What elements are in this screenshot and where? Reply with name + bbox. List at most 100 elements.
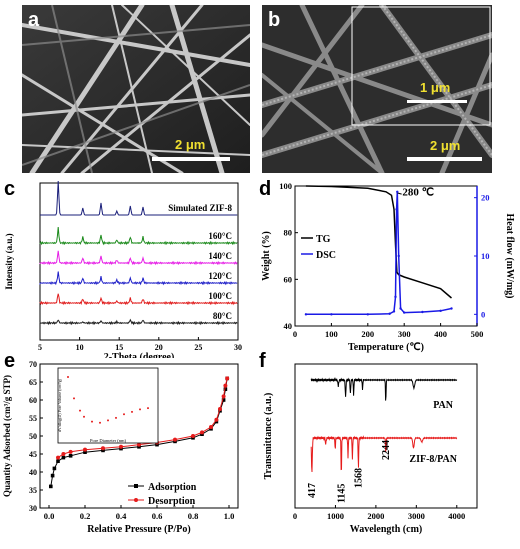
x-tick-label: 0.6 (152, 511, 163, 521)
annotation-arrow (397, 192, 402, 195)
desorption-point (214, 417, 219, 422)
sem-image-a: a 2 μm (22, 5, 250, 173)
x-tick-label: 200 (361, 329, 374, 339)
desorption-point (137, 442, 141, 447)
isotherm-chart: 0.0 0.2 0.4 0.6 0.8 1.0 30 35 40 45 50 55 60 65 70 Rela… (2, 360, 239, 535)
inset-point (123, 413, 125, 416)
desorption-point (119, 444, 123, 449)
series-label: 140°C (208, 251, 232, 261)
panel-label-e: e (4, 350, 16, 372)
x-tick-label: 500 (471, 329, 484, 339)
adsorption-point (83, 450, 87, 454)
y-tick-label: 100 (279, 181, 292, 191)
desorption-point (101, 446, 105, 451)
chart-panel-d: d 0 100 200 300 400 500 40 60 80 100 0 10 20 Temperat… (255, 178, 520, 358)
y-tick-label: 60 (284, 274, 293, 284)
series-line-pan (310, 377, 458, 401)
series-label-pan: PAN (433, 400, 454, 411)
tg-dsc-chart: 0 100 200 300 400 500 40 60 80 100 0 10 20 Temperatur… (261, 181, 515, 353)
x-tick-label: 5 (38, 343, 42, 352)
scale-bar-inset-label-b: 1 μm (420, 80, 451, 95)
plot-frame (39, 182, 239, 341)
series-line-3 (39, 271, 238, 286)
x-tick-label: 25 (194, 343, 202, 352)
desorption-point (173, 437, 177, 442)
inset-point (115, 416, 117, 419)
xrd-chart: 5 10 15 20 25 30 2-Theta (degree) Intensity (a.… (4, 180, 242, 363)
x-tick-label: 20 (155, 343, 163, 352)
x-axis-label: 2-Theta (degree) (104, 352, 175, 358)
x-tick-label: 4000 (448, 511, 465, 521)
sem-image-b: b 1 μm 2 μm (262, 5, 492, 173)
adsorption-point (101, 448, 105, 453)
desorption-point (56, 455, 60, 460)
y-tick-label: 40 (284, 321, 293, 331)
y-axis-label: Transmittance (a.u.) (263, 393, 274, 480)
plot-frame (294, 363, 478, 509)
peak-label: 2244 (381, 440, 392, 460)
inset-point (107, 419, 109, 422)
scale-bar-label-b: 2 μm (430, 138, 461, 153)
y-tick-label: 80 (284, 228, 293, 238)
x-tick-label: 0.0 (44, 511, 55, 521)
scale-bar-label-a: 2 μm (175, 137, 206, 152)
inset-point (99, 421, 101, 424)
adsorption-point (221, 398, 226, 402)
y-tick-label: 50 (29, 432, 37, 441)
x-axis-label: Temperature (℃) (348, 342, 424, 353)
dsc-point (403, 311, 406, 314)
series-line-0 (40, 180, 238, 216)
adsorption-point (223, 387, 228, 391)
adsorption-point (68, 454, 73, 458)
peak-label: 1145 (336, 484, 347, 503)
series-label-zif8-pan: ZIF-8/PAN (409, 454, 457, 465)
adsorption-point (52, 466, 57, 471)
dsc-point (450, 307, 453, 310)
desorption-point (209, 425, 213, 429)
y-tick-label: 65 (29, 378, 37, 387)
adsorption-point (49, 484, 53, 489)
chart-panel-f: f 0 1000 2000 3000 4000 Wavelength (cm) Transm… (255, 350, 520, 544)
y-tick-label: 60 (29, 396, 37, 405)
y2-tick-label: 10 (481, 251, 490, 261)
series-label: 160°C (208, 231, 232, 241)
x-axis-label: Wavelength (cm) (350, 524, 423, 535)
dsc-point (399, 307, 402, 310)
inset-point (131, 410, 133, 413)
inset-frame (57, 367, 159, 444)
x-tick-label: 300 (398, 329, 411, 339)
y-axis-label: Weight (%) (261, 231, 272, 281)
panel-label-a: a (28, 9, 40, 31)
peak-label: 417 (307, 483, 318, 498)
legend-label-adsorption: Adsorption (148, 482, 197, 493)
adsorption-point (137, 445, 141, 449)
desorption-point (191, 434, 195, 438)
series-label: 120°C (208, 271, 232, 281)
x-tick-label: 0 (293, 511, 297, 521)
dsc-point (366, 313, 369, 316)
inset-point (91, 420, 93, 423)
x-tick-label: 100 (325, 329, 338, 339)
adsorption-point (56, 459, 60, 463)
desorption-point (83, 447, 87, 452)
inset-x-label: Pore Diameter (nm) (90, 438, 126, 443)
series-label: 100°C (208, 291, 232, 301)
y2-tick-label: 20 (481, 193, 490, 203)
x-tick-label: 400 (434, 329, 447, 339)
x-tick-label: 3000 (408, 511, 425, 521)
x-tick-label: 1000 (327, 511, 344, 521)
y-tick-label: 55 (29, 414, 37, 423)
x-tick-label: 1.0 (224, 511, 235, 521)
peak-label: 1568 (353, 468, 364, 488)
y-axis-label: Quantity Adsorbed (cm³/g STP) (2, 375, 12, 497)
inset-point (67, 376, 69, 379)
x-tick-label: 2000 (367, 511, 384, 521)
y-tick-label: 45 (29, 450, 37, 459)
inset-point (139, 408, 141, 411)
inset-point (83, 415, 85, 418)
x-axis-label: Relative Pressure (P/Po) (87, 524, 191, 535)
desorption-point (68, 449, 73, 454)
desorption-point (200, 430, 204, 435)
dsc-point (388, 312, 391, 315)
dsc-point (397, 254, 400, 258)
